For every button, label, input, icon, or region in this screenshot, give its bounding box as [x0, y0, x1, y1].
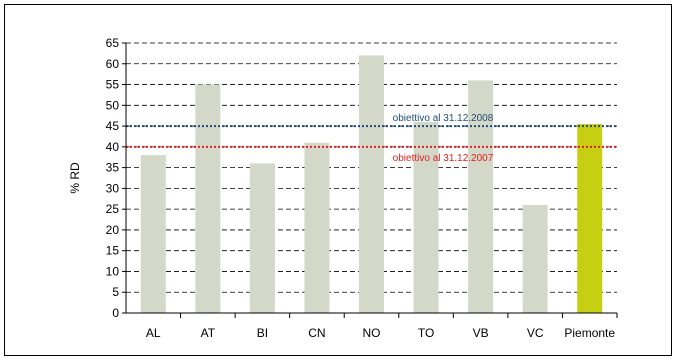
x-tick-label: TO — [418, 326, 434, 340]
x-tick-label: NO — [363, 326, 381, 340]
chart-frame: obiettivo al 31.12.2008 obiettivo al 31.1… — [4, 4, 672, 356]
y-tick-label: 45 — [106, 119, 120, 133]
x-tick-label: CN — [308, 326, 325, 340]
bar-bi — [249, 163, 275, 313]
bars — [140, 55, 603, 314]
y-tick-label: 50 — [106, 98, 120, 112]
y-tick-label: 15 — [106, 244, 120, 258]
x-tick-label: VB — [473, 326, 489, 340]
axes — [122, 42, 618, 318]
reference-line-label: obiettivo al 31.12.2008 — [393, 113, 494, 124]
reference-line-label: obiettivo al 31.12.2007 — [393, 153, 494, 164]
bar-chart: obiettivo al 31.12.2008 obiettivo al 31.1… — [68, 36, 618, 340]
x-tick-label: VC — [527, 326, 544, 340]
y-tick-labels: 0 5 10 15 20 25 30 35 40 45 50 55 60 65 — [106, 36, 120, 320]
y-tick-label: 20 — [106, 223, 120, 237]
y-tick-label: 55 — [106, 78, 120, 92]
bar-to — [413, 121, 439, 313]
bar-al — [140, 155, 166, 313]
bar-piemonte — [577, 124, 603, 313]
reference-lines: obiettivo al 31.12.2008 obiettivo al 31.1… — [126, 113, 617, 164]
bar-at — [195, 84, 221, 314]
y-axis-label: % RD — [68, 162, 82, 194]
bar-cn — [304, 142, 330, 313]
y-tick-label: 0 — [112, 306, 119, 320]
x-tick-label: Piemonte — [564, 326, 615, 340]
x-tick-labels: AL AT BI CN NO TO VB VC Piemonte — [146, 326, 615, 340]
x-tick-label: AT — [201, 326, 216, 340]
y-tick-label: 60 — [106, 57, 120, 71]
y-tick-label: 40 — [106, 140, 120, 154]
y-tick-label: 30 — [106, 181, 120, 195]
x-tick-label: BI — [257, 326, 268, 340]
y-tick-label: 10 — [106, 264, 120, 278]
bar-no — [359, 55, 384, 313]
bar-vc — [522, 205, 548, 313]
y-tick-label: 5 — [112, 285, 119, 299]
y-tick-label: 25 — [106, 202, 120, 216]
bar-vb — [468, 80, 494, 313]
y-tick-label: 35 — [106, 161, 120, 175]
y-tick-label: 65 — [106, 36, 120, 50]
x-tick-label: AL — [146, 326, 161, 340]
